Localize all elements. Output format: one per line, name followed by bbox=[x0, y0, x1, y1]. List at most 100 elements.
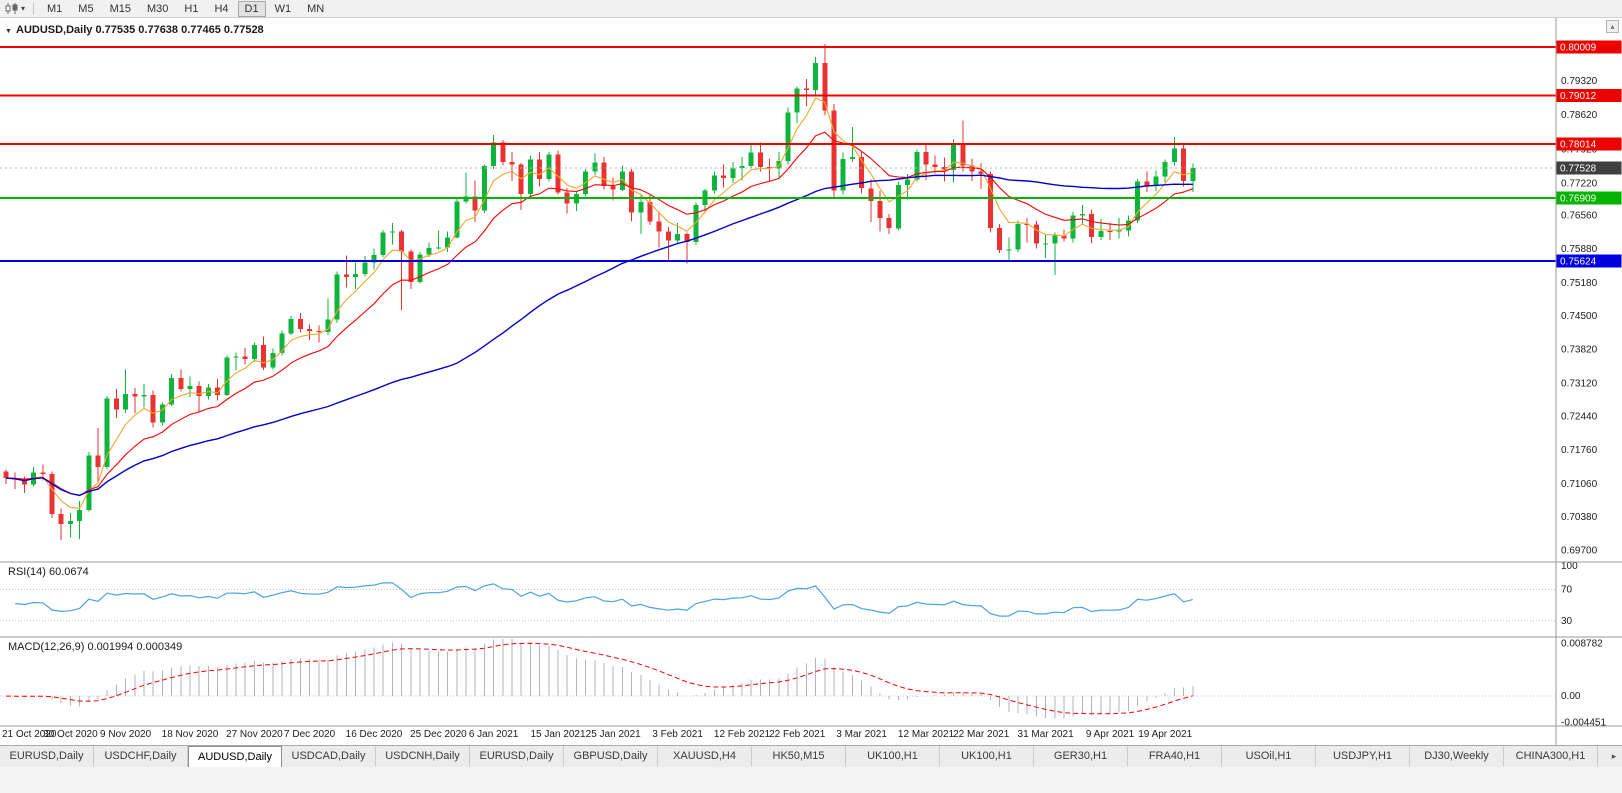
chart-tab[interactable]: FRA40,H1 bbox=[1128, 746, 1222, 767]
candle bbox=[969, 158, 975, 181]
candle bbox=[1070, 212, 1076, 243]
candle bbox=[1190, 163, 1196, 193]
chart-tab[interactable]: USDCHF,Daily bbox=[94, 746, 188, 767]
candle bbox=[178, 369, 184, 392]
chart-scroll-button[interactable]: ▴ bbox=[1606, 20, 1619, 33]
price-axis-label: 0.70380 bbox=[1561, 512, 1598, 523]
svg-text:0.80009: 0.80009 bbox=[1560, 42, 1597, 53]
chart-tab[interactable]: AUDUSD,Daily bbox=[188, 746, 282, 767]
candle bbox=[546, 152, 552, 182]
chart-tab[interactable]: USOil,H1 bbox=[1222, 746, 1316, 767]
candle bbox=[1033, 221, 1039, 249]
date-axis-label: 9 Apr 2021 bbox=[1086, 729, 1135, 740]
price-axis-label: 0.69700 bbox=[1561, 545, 1598, 556]
candle bbox=[665, 226, 671, 260]
date-axis-label: 12 Feb 2021 bbox=[714, 729, 771, 740]
candle bbox=[297, 313, 303, 333]
candle bbox=[684, 232, 690, 264]
candle bbox=[307, 324, 313, 340]
candle bbox=[1171, 137, 1177, 166]
candle bbox=[159, 402, 165, 426]
candle bbox=[886, 214, 892, 235]
price-tag: 0.79012 bbox=[1556, 89, 1622, 102]
chart-type-dropdown-icon[interactable]: ▾ bbox=[21, 4, 26, 13]
price-axis-label: 0.79320 bbox=[1561, 76, 1598, 87]
candle bbox=[31, 466, 37, 487]
price-tag: 0.77528 bbox=[1556, 161, 1622, 175]
candle bbox=[1052, 232, 1058, 276]
chart-tab[interactable]: CHINA300,H1 bbox=[1504, 746, 1598, 767]
tab-scroll-right-button[interactable]: ▸ bbox=[1606, 746, 1622, 767]
timeframe-button-w1[interactable]: W1 bbox=[268, 1, 299, 17]
chart-tab[interactable]: USDCAD,Daily bbox=[282, 746, 376, 767]
candle bbox=[785, 107, 791, 165]
candle bbox=[610, 177, 616, 201]
chart-ohlc-title: AUDUSD,Daily 0.77535 0.77638 0.77465 0.7… bbox=[16, 24, 264, 36]
date-axis-label: 3 Feb 2021 bbox=[652, 729, 703, 740]
candle bbox=[261, 336, 267, 370]
date-axis-label: 25 Dec 2020 bbox=[410, 729, 467, 740]
candle bbox=[270, 348, 276, 370]
candle bbox=[831, 103, 837, 198]
macd-histogram bbox=[14, 638, 1194, 719]
timeframe-button-h1[interactable]: H1 bbox=[177, 1, 205, 17]
candle bbox=[721, 164, 727, 188]
chart-tab[interactable]: GBPUSD,Daily bbox=[564, 746, 658, 767]
date-axis-label: 27 Nov 2020 bbox=[226, 729, 283, 740]
price-tag: 0.75624 bbox=[1556, 254, 1622, 268]
price-axis-label: 0.73120 bbox=[1561, 378, 1598, 389]
candle bbox=[49, 471, 55, 519]
candle bbox=[251, 342, 257, 362]
candle bbox=[564, 187, 570, 214]
candle bbox=[77, 501, 83, 540]
timeframe-button-m15[interactable]: M15 bbox=[103, 1, 138, 17]
chart-tab[interactable]: USDCNH,Daily bbox=[376, 746, 470, 767]
chart-tab[interactable]: HK50,M15 bbox=[752, 746, 846, 767]
chart-tab-bar: EURUSD,Daily USDCHF,Daily AUDUSD,Daily USDC… bbox=[0, 745, 1622, 767]
price-axis-label: 0.71760 bbox=[1561, 445, 1598, 456]
date-axis-label: 22 Feb 2021 bbox=[769, 729, 826, 740]
chart-tab[interactable]: XAUUSD,H4 bbox=[658, 746, 752, 767]
rsi-axis-label: 30 bbox=[1561, 616, 1573, 627]
timeframe-button-h4[interactable]: H4 bbox=[207, 1, 235, 17]
price-axis-label: 0.78620 bbox=[1561, 110, 1598, 121]
chart-tab[interactable]: EURUSD,Daily bbox=[0, 746, 94, 767]
timeframe-button-m30[interactable]: M30 bbox=[140, 1, 175, 17]
candle bbox=[767, 158, 773, 182]
candle bbox=[813, 57, 819, 97]
candle bbox=[408, 249, 414, 289]
chart-tab[interactable]: DJ30,Weekly bbox=[1410, 746, 1504, 767]
candle bbox=[435, 230, 441, 250]
candle bbox=[923, 144, 929, 180]
candle bbox=[215, 379, 221, 401]
chart-tab[interactable]: UK100,H1 bbox=[940, 746, 1034, 767]
svg-text:0.79012: 0.79012 bbox=[1560, 91, 1597, 102]
date-axis-label: 21 Oct 2020 bbox=[2, 729, 57, 740]
timeframe-button-d1[interactable]: D1 bbox=[237, 0, 266, 17]
candle bbox=[739, 157, 745, 181]
candle bbox=[1006, 237, 1012, 261]
timeframe-button-m1[interactable]: M1 bbox=[40, 1, 69, 17]
chart-tab[interactable]: GER30,H1 bbox=[1034, 746, 1128, 767]
candle bbox=[233, 352, 239, 371]
timeframe-button-mn[interactable]: MN bbox=[300, 1, 331, 17]
candle bbox=[58, 508, 64, 540]
candle bbox=[371, 248, 377, 270]
candle bbox=[822, 43, 828, 116]
candle bbox=[1043, 234, 1049, 258]
candle bbox=[123, 369, 129, 414]
candle bbox=[1079, 204, 1085, 225]
rsi-axis-label: 100 bbox=[1561, 561, 1578, 572]
candle bbox=[987, 171, 993, 233]
candle bbox=[573, 192, 579, 212]
chart-tab[interactable]: EURUSD,Daily bbox=[470, 746, 564, 767]
chart-tab[interactable]: U bbox=[1598, 746, 1606, 767]
symbol-marker-icon[interactable]: ▼ bbox=[5, 28, 12, 35]
timeframe-button-m5[interactable]: M5 bbox=[71, 1, 100, 17]
chart-type-icon[interactable] bbox=[4, 2, 20, 15]
chart-tab[interactable]: USDJPY,H1 bbox=[1316, 746, 1410, 767]
chart-canvas[interactable]: ▼ AUDUSD,Daily 0.77535 0.77638 0.77465 0… bbox=[0, 18, 1622, 745]
date-axis-label: 12 Mar 2021 bbox=[898, 729, 955, 740]
chart-tab[interactable]: UK100,H1 bbox=[846, 746, 940, 767]
